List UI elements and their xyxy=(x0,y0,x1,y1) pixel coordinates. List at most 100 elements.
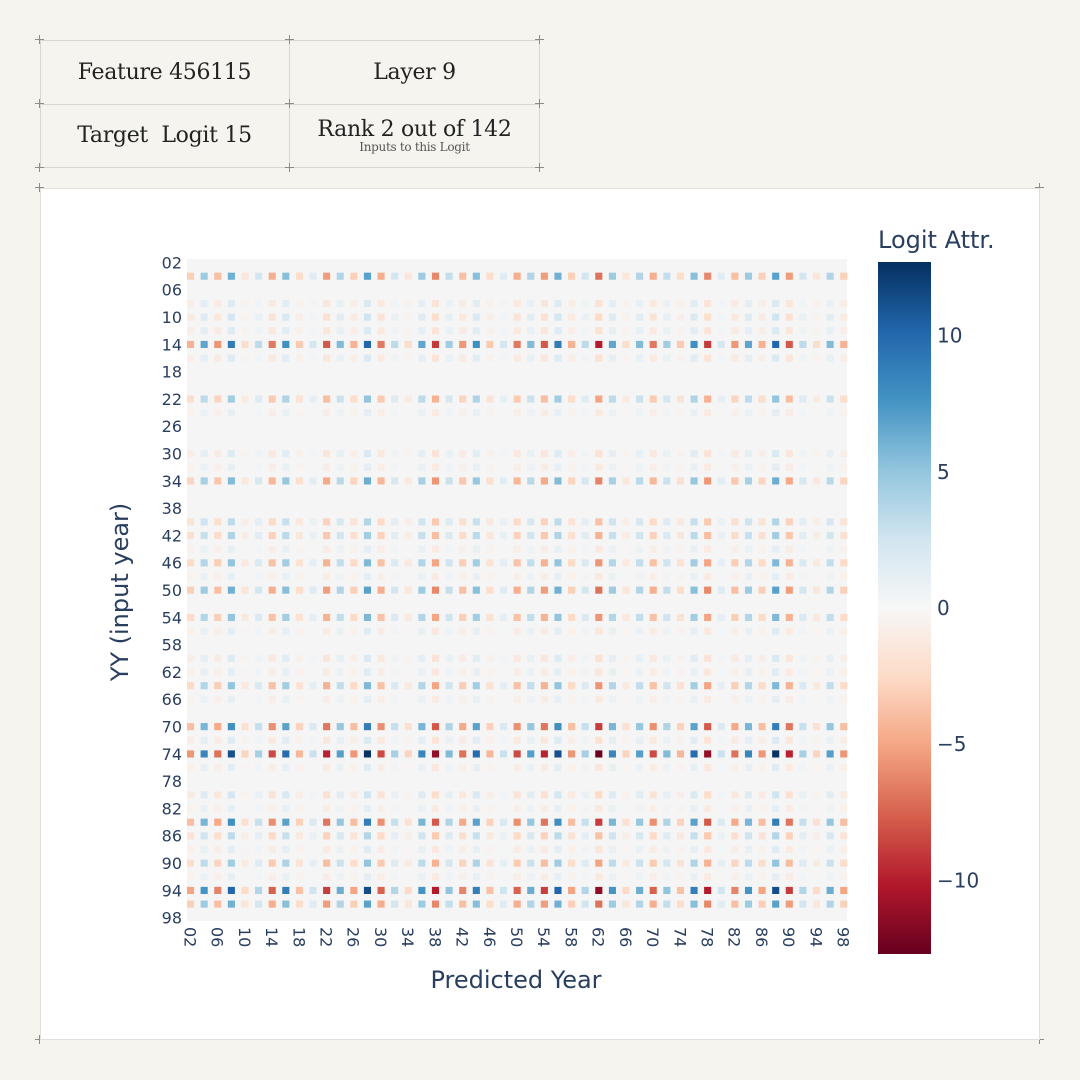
heatmap-cell xyxy=(513,723,521,731)
heatmap-cell xyxy=(744,682,753,690)
colorbar-tick-label: −5 xyxy=(937,732,966,756)
heatmap-cell xyxy=(568,409,576,417)
heatmap-cell xyxy=(758,409,766,417)
heatmap-cell xyxy=(731,832,739,840)
heatmap-cell xyxy=(527,409,535,417)
heatmap-cell xyxy=(391,873,399,881)
heatmap-cell xyxy=(527,764,535,772)
heatmap-cell xyxy=(581,409,589,417)
heatmap-cell xyxy=(799,627,807,635)
heatmap-cell xyxy=(785,750,793,758)
heatmap-cell xyxy=(663,327,671,335)
heatmap-cell xyxy=(744,586,753,594)
heatmap-cell xyxy=(513,299,521,308)
heatmap-cell xyxy=(554,531,562,540)
heatmap-cell xyxy=(513,695,521,703)
heatmap-cell xyxy=(554,340,562,349)
heatmap-cell xyxy=(527,627,535,635)
heatmap-cell xyxy=(472,477,480,485)
heatmap-cell xyxy=(758,682,766,690)
heatmap-cell xyxy=(663,272,671,280)
heatmap-cell xyxy=(309,272,317,280)
heatmap-cell xyxy=(268,463,276,471)
heatmap-cell xyxy=(704,572,712,581)
heatmap-cell xyxy=(581,736,589,744)
heatmap-cell xyxy=(295,886,303,894)
heatmap-cell xyxy=(445,873,453,881)
heatmap-cell xyxy=(486,313,494,321)
heatmap-cell xyxy=(200,900,208,908)
heatmap-cell xyxy=(785,586,793,594)
heatmap-cell xyxy=(799,764,807,772)
heatmap-cell xyxy=(812,682,821,690)
heatmap-cell xyxy=(418,299,426,308)
heatmap-cell xyxy=(554,299,562,308)
heatmap-cell xyxy=(309,518,317,526)
heatmap-cell xyxy=(826,654,834,662)
heatmap-cell xyxy=(568,654,576,662)
y-tick-label: 14 xyxy=(162,335,182,354)
heatmap-cell xyxy=(608,886,616,894)
heatmap-cell xyxy=(676,272,684,280)
heatmap-cell xyxy=(744,859,753,867)
heatmap-cell xyxy=(527,818,535,826)
heatmap-cell xyxy=(744,886,753,894)
heatmap-cell xyxy=(309,477,317,485)
heatmap-cell xyxy=(622,477,630,485)
heatmap-cell xyxy=(200,354,208,362)
heatmap-cell xyxy=(690,450,698,458)
heatmap-cell xyxy=(431,668,440,676)
heatmap-cell xyxy=(404,627,412,635)
heatmap-cell xyxy=(418,572,426,581)
heatmap-cell xyxy=(527,695,535,703)
heatmap-cell xyxy=(336,354,344,362)
heatmap-cell xyxy=(717,682,725,690)
corner-marker-icon xyxy=(35,35,44,44)
heatmap-cell xyxy=(295,354,303,362)
heatmap-cell xyxy=(799,450,807,458)
heatmap-cell xyxy=(404,299,412,308)
heatmap-cell xyxy=(323,750,331,758)
heatmap-cell xyxy=(581,340,589,349)
heatmap-cell xyxy=(363,682,372,690)
heatmap-cell xyxy=(513,900,521,908)
heatmap-cell xyxy=(676,531,684,540)
heatmap-cell xyxy=(377,736,385,744)
heatmap-cell xyxy=(282,477,290,485)
heatmap-cell xyxy=(554,818,562,826)
heatmap-cell xyxy=(431,845,440,854)
heatmap-cell xyxy=(268,804,276,813)
heatmap-cell xyxy=(187,477,195,485)
heatmap-cell xyxy=(595,463,603,471)
heatmap-cell xyxy=(812,654,821,662)
heatmap-cell xyxy=(363,327,372,335)
heatmap-cell xyxy=(663,531,671,540)
heatmap-cell xyxy=(187,900,195,908)
heatmap-cell xyxy=(227,518,235,526)
heatmap-cell xyxy=(840,313,848,321)
heatmap-cell xyxy=(840,477,848,485)
heatmap-cell xyxy=(350,668,358,676)
heatmap-cell xyxy=(690,354,698,362)
heatmap-cell xyxy=(636,750,644,758)
heatmap-cell xyxy=(758,627,766,635)
heatmap-cell xyxy=(499,299,508,308)
heatmap-cell xyxy=(282,654,290,662)
heatmap-cell xyxy=(744,299,753,308)
heatmap-cell xyxy=(418,450,426,458)
heatmap-cell xyxy=(499,327,508,335)
heatmap-cell xyxy=(200,531,208,540)
x-tick-label: 38 xyxy=(425,927,444,947)
heatmap-cell xyxy=(350,627,358,635)
heatmap-cell xyxy=(323,654,331,662)
heatmap-cell xyxy=(268,736,276,744)
heatmap-cell xyxy=(731,463,739,471)
heatmap-cell xyxy=(812,750,821,758)
heatmap-cell xyxy=(282,327,290,335)
heatmap-cell xyxy=(595,586,603,594)
heatmap-cell xyxy=(840,395,848,403)
heatmap-cell xyxy=(649,586,657,594)
heatmap-cell xyxy=(826,736,834,744)
heatmap-cell xyxy=(731,627,739,635)
heatmap-cell xyxy=(812,586,821,594)
